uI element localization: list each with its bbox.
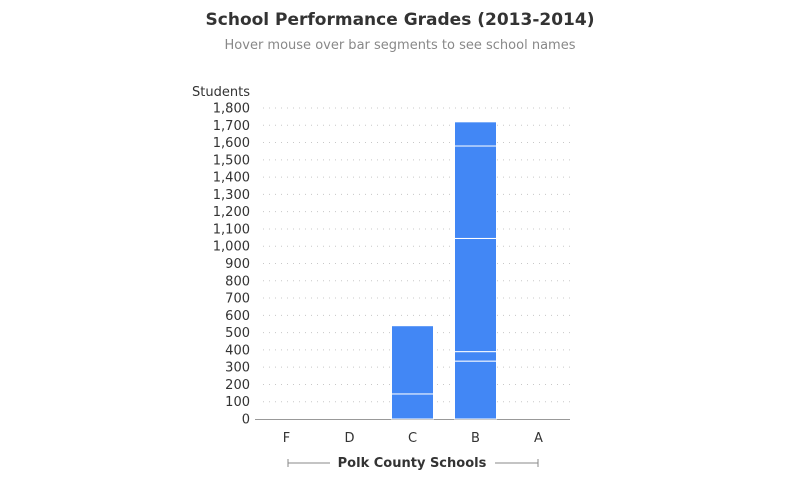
x-tick-label: D: [344, 431, 354, 446]
bar-segment-B-2: [454, 351, 497, 362]
chart-title: School Performance Grades (2013-2014): [205, 10, 595, 30]
chart-subtitle-text: Hover mouse over bar segments to see sch…: [224, 38, 576, 53]
y-tick-label: 500: [225, 326, 250, 341]
x-tick-label: F: [283, 431, 290, 446]
x-tick-label: A: [534, 431, 543, 446]
bar-segment-B-5: [454, 121, 497, 147]
y-tick-label: 1,400: [213, 171, 250, 186]
x-tick-label: B: [471, 431, 480, 446]
y-tick-label: 900: [225, 257, 250, 272]
y-tick-label: 1,200: [213, 205, 250, 220]
y-tick-label: 1,500: [213, 153, 250, 168]
y-tick-label: 1,600: [213, 136, 250, 151]
bar-segment-C-2: [391, 325, 434, 395]
y-tick-label: 300: [225, 361, 250, 376]
bar-segment-B-1: [454, 360, 497, 420]
bar-segment-C-1: [391, 393, 434, 420]
y-tick-label: 1,000: [213, 240, 250, 255]
y-tick-label: 1,100: [213, 222, 250, 237]
y-tick-label: 1,700: [213, 119, 250, 134]
y-tick-label: 0: [242, 413, 250, 428]
y-tick-label: 1,800: [213, 102, 250, 117]
y-tick-label: 1,300: [213, 188, 250, 203]
y-tick-label: 400: [225, 343, 250, 358]
y-axis-title: Students: [192, 85, 250, 100]
y-tick-label: 200: [225, 378, 250, 393]
x-tick-label: C: [408, 431, 417, 446]
y-tick-label: 600: [225, 309, 250, 324]
bar-segment-B-4: [454, 145, 497, 239]
y-tick-label: 700: [225, 292, 250, 307]
x-axis-title: Polk County Schools: [338, 456, 487, 471]
y-tick-label: 800: [225, 274, 250, 289]
chart-subtitle: Hover mouse over bar segments to see sch…: [0, 38, 800, 53]
bar-segment-B-3: [454, 237, 497, 353]
y-tick-label: 100: [225, 395, 250, 410]
